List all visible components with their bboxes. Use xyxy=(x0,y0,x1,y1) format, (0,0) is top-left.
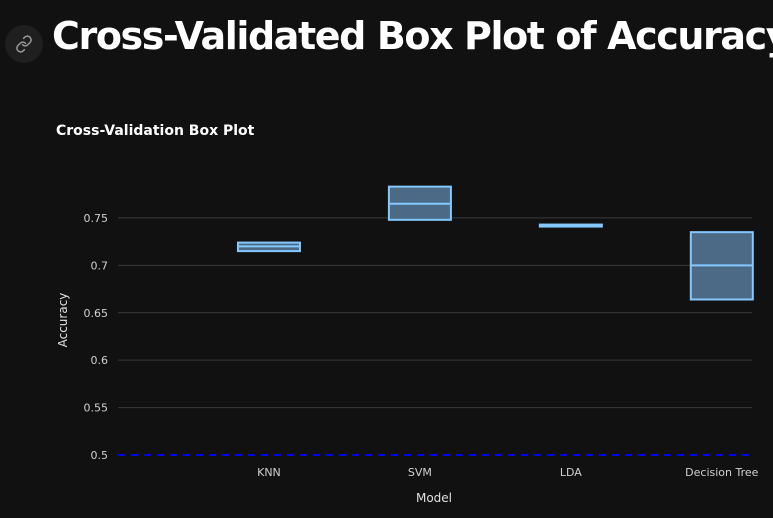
boxes xyxy=(236,185,754,301)
x-tick-label: LDA xyxy=(560,466,582,479)
chart-title: Cross-Validation Box Plot xyxy=(56,123,255,139)
box-lda[interactable] xyxy=(538,223,603,228)
x-tick-label: Decision Tree xyxy=(685,466,758,479)
x-tick-label: KNN xyxy=(257,466,281,479)
y-axis-label: Accuracy xyxy=(56,293,70,348)
x-tick-labels: KNN SVM LDA Decision Tree xyxy=(257,466,759,479)
y-tick-label: 0.6 xyxy=(91,354,109,367)
box-knn[interactable] xyxy=(236,241,301,253)
box-svm[interactable] xyxy=(387,185,452,221)
x-axis-label: Model xyxy=(416,491,452,505)
link-anchor-button[interactable] xyxy=(5,25,43,63)
y-tick-label: 0.5 xyxy=(91,449,109,462)
y-tick-label: 0.7 xyxy=(91,259,109,272)
y-tick-label: 0.65 xyxy=(84,307,109,320)
y-tick-labels: 0.5 0.55 0.6 0.65 0.7 0.75 xyxy=(84,212,109,462)
link-icon xyxy=(16,35,32,53)
y-tick-label: 0.55 xyxy=(84,402,109,415)
y-tick-label: 0.75 xyxy=(84,212,109,225)
box-decision-tree[interactable] xyxy=(689,231,754,301)
page-title: Cross-Validated Box Plot of Accuracy xyxy=(52,14,773,58)
x-tick-label: SVM xyxy=(408,466,432,479)
chart-container: Cross-Validation Box Plot 0.5 0.55 0.6 0.65… xyxy=(0,110,773,518)
box-plot-chart: Cross-Validation Box Plot 0.5 0.55 0.6 0.65… xyxy=(56,123,759,505)
gridlines xyxy=(118,217,752,409)
